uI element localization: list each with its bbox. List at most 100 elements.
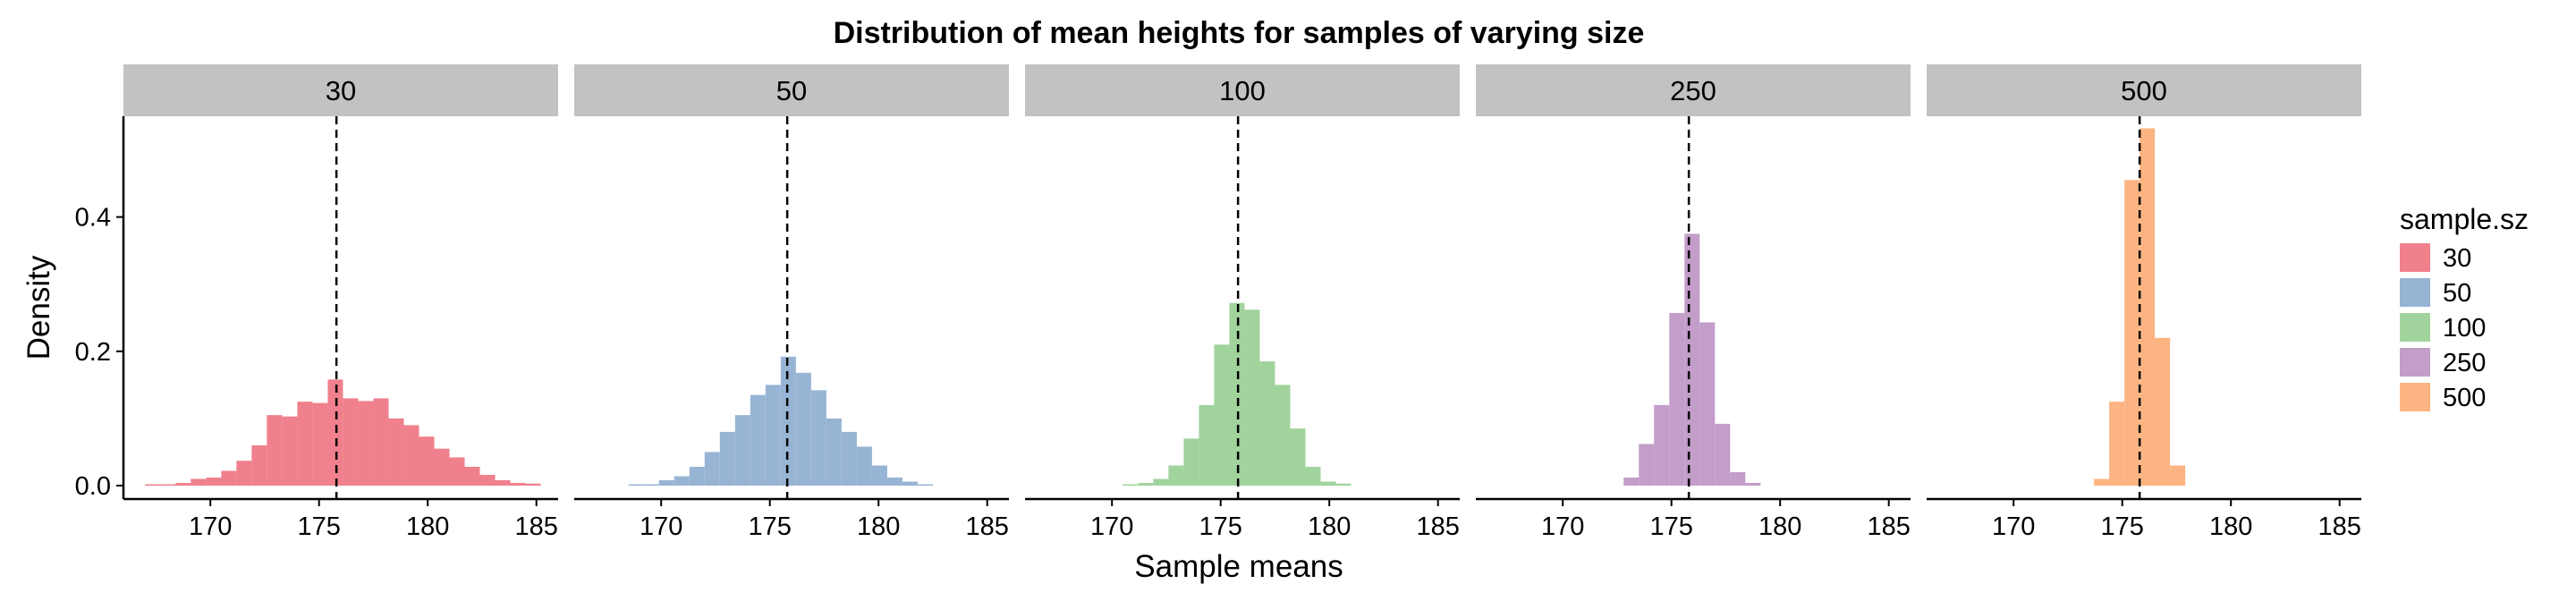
facet-strip — [1927, 64, 2361, 116]
histogram-bar — [2124, 180, 2140, 486]
histogram-bar — [510, 482, 526, 486]
histogram-bar — [419, 436, 435, 486]
histogram-bar — [1244, 309, 1260, 486]
legend: sample.sz 30 50 100 250 500 — [2400, 203, 2529, 412]
histogram-bar — [1639, 444, 1655, 486]
x-tick-label: 175 — [749, 512, 792, 541]
histogram-bar — [525, 483, 541, 486]
histogram-bar — [871, 465, 887, 486]
histogram-bar — [343, 398, 359, 486]
histogram-bar — [1715, 423, 1731, 486]
histogram-bar — [1730, 471, 1746, 486]
histogram-bar — [403, 425, 419, 486]
histogram-bar — [388, 418, 404, 486]
histogram-bar — [373, 398, 389, 486]
x-tick-label: 180 — [2209, 512, 2252, 541]
x-tick-label: 180 — [1308, 512, 1351, 541]
histogram-bar — [1214, 344, 1230, 486]
histogram-bar — [1183, 438, 1199, 486]
histogram-bar — [2170, 465, 2186, 486]
histogram-bar — [1654, 404, 1670, 486]
facet-panels: 30 170 175 180 185 50 170 175 180 185 100 170 175 180… — [123, 64, 2361, 541]
histogram-bar — [2109, 402, 2125, 486]
histogram-bar — [1275, 385, 1291, 486]
histogram-bar — [795, 372, 811, 486]
facet-strip-label: 250 — [1670, 75, 1716, 106]
histogram-bar — [434, 448, 450, 486]
facet-strip — [1025, 64, 1460, 116]
x-tick-label: 170 — [640, 512, 682, 541]
facet-panel-30: 30 170 175 180 185 — [123, 64, 558, 541]
histogram-bar — [267, 415, 283, 486]
histogram-bar — [841, 431, 857, 486]
histogram-bar — [206, 477, 222, 486]
x-tick-label: 170 — [1541, 512, 1584, 541]
facet-panel-250: 250 170 175 180 185 — [1476, 64, 1911, 541]
x-tick-label: 180 — [406, 512, 449, 541]
legend-key — [2400, 348, 2430, 377]
histogram-bar — [734, 415, 750, 486]
histogram-bar — [674, 476, 690, 486]
histogram-bar — [464, 466, 480, 486]
histogram-bar — [1684, 233, 1700, 486]
facet-strip-label: 50 — [776, 75, 807, 106]
histogram-bar — [689, 466, 705, 486]
histogram-bar — [902, 481, 918, 486]
histogram-bar — [780, 356, 796, 486]
histogram-bar — [297, 402, 313, 486]
histogram-bar — [1138, 482, 1154, 486]
legend-label: 50 — [2443, 279, 2471, 308]
histogram-bar — [750, 394, 766, 486]
histogram-bar — [2094, 478, 2110, 486]
histogram-bar — [449, 457, 465, 486]
facet-panel-50: 50 170 175 180 185 — [574, 64, 1009, 541]
histogram-bar — [358, 401, 374, 486]
histogram-bar — [886, 477, 902, 486]
legend-label: 500 — [2443, 384, 2486, 412]
x-tick-label: 175 — [1650, 512, 1693, 541]
histogram-bar — [175, 482, 191, 486]
x-tick-label: 175 — [2101, 512, 2144, 541]
legend-label: 30 — [2443, 244, 2471, 273]
histogram-bar — [1335, 483, 1352, 486]
y-tick-label: 0.2 — [75, 338, 111, 367]
x-tick-label: 175 — [298, 512, 341, 541]
histogram-bar — [1320, 481, 1336, 486]
histogram-bar — [1153, 478, 1169, 486]
x-axis-title: Sample means — [1134, 549, 1343, 584]
histogram-bar — [282, 416, 298, 486]
x-tick-label: 170 — [189, 512, 232, 541]
histogram-bar — [856, 446, 872, 486]
histogram-bar — [765, 385, 781, 486]
facet-strip-label: 500 — [2121, 75, 2167, 106]
histogram-bar — [1699, 322, 1716, 486]
legend-key — [2400, 243, 2430, 272]
legend-key — [2400, 313, 2430, 342]
x-tick-label: 170 — [1992, 512, 2035, 541]
histogram-bar — [251, 444, 267, 486]
histogram-bar — [719, 431, 735, 486]
histogram-bar — [1290, 428, 1306, 486]
histogram-bar — [495, 479, 511, 486]
chart-title: Distribution of mean heights for samples… — [834, 16, 1645, 50]
x-tick-label: 185 — [2318, 512, 2361, 541]
histogram-bar — [221, 470, 237, 486]
x-tick-label: 185 — [1417, 512, 1460, 541]
histogram-bar — [1745, 482, 1761, 486]
y-tick-label: 0.0 — [75, 472, 111, 501]
facet-panel-500: 500 170 175 180 185 — [1927, 64, 2361, 541]
histogram-bar — [1305, 466, 1321, 486]
histogram-bar — [145, 484, 161, 486]
legend-title: sample.sz — [2400, 203, 2529, 235]
facet-strip — [574, 64, 1009, 116]
y-tick-label: 0.4 — [75, 204, 111, 233]
histogram-bar — [1623, 477, 1640, 486]
histogram-bar — [628, 484, 644, 486]
histogram-bar — [236, 461, 252, 486]
legend-label: 250 — [2443, 349, 2486, 377]
histogram-bar — [810, 390, 826, 486]
histogram-bar — [1123, 484, 1139, 486]
histogram-bar — [826, 418, 842, 486]
histogram-bar — [1669, 313, 1685, 486]
